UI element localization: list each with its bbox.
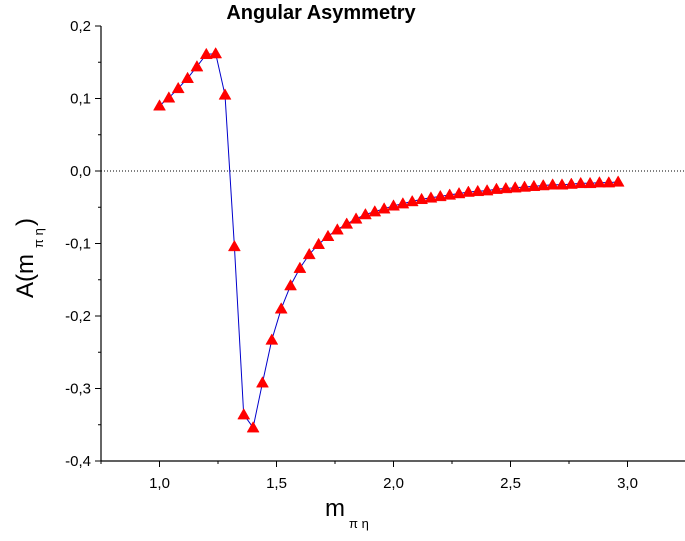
x-tick-label: 2,5 (500, 475, 521, 492)
x-tick-label: 1,5 (266, 475, 287, 492)
data-point-marker (330, 223, 344, 235)
data-point-marker (564, 177, 578, 189)
data-point-marker (490, 182, 503, 194)
series-line (159, 53, 619, 429)
data-point-marker (312, 237, 326, 249)
data-point-marker (209, 47, 223, 59)
y-tick-label: 0,0 (70, 163, 91, 180)
data-point-marker (274, 302, 288, 314)
data-point-marker (358, 207, 372, 220)
data-point-marker (480, 184, 494, 196)
data-point-marker (546, 178, 560, 190)
data-point-marker (592, 176, 606, 188)
data-point-marker (518, 180, 531, 192)
x-tick-label: 2,0 (383, 475, 404, 492)
data-point-marker (433, 189, 447, 202)
data-point-marker (237, 408, 251, 420)
data-point-marker (256, 376, 269, 388)
data-point-marker (153, 99, 166, 111)
y-tick-label: -0,1 (65, 236, 91, 253)
plot-frame (100, 26, 685, 462)
data-point-marker (246, 421, 260, 433)
data-point-marker (405, 194, 419, 207)
data-point-marker (284, 279, 297, 291)
y-tick-label: -0,2 (65, 308, 91, 325)
data-point-marker (396, 197, 410, 209)
data-point-marker (424, 191, 438, 203)
data-point-marker (265, 333, 279, 345)
data-point-marker (340, 217, 354, 229)
data-point-marker (181, 71, 195, 83)
data-point-marker (574, 176, 588, 189)
data-point-marker (443, 188, 457, 200)
y-axis-label-subscript: π η (31, 228, 46, 248)
data-point-marker (227, 239, 241, 252)
x-tick-label: 3,0 (617, 475, 638, 492)
y-tick-label: -0,4 (65, 453, 91, 470)
data-point-marker (199, 47, 213, 60)
data-point-marker (452, 186, 466, 199)
y-axis-label: A(m π η ) (12, 218, 46, 298)
y-axis-label-main: A(m (12, 254, 39, 298)
y-axis-label-close: ) (12, 218, 39, 226)
data-point-marker (527, 179, 541, 191)
data-point-marker (602, 176, 616, 188)
x-tick-label: 1,0 (149, 475, 170, 492)
x-axis-label: m π η (325, 495, 369, 531)
data-point-marker (387, 199, 400, 211)
y-tick-label: 0,1 (70, 91, 91, 108)
data-point-marker (555, 178, 569, 190)
data-point-marker (293, 261, 307, 273)
x-axis-ticks: 1,0 1,5 2,0 2,5 3,0 (100, 461, 638, 492)
data-point-marker (302, 247, 316, 260)
x-axis-label-subscript: π η (349, 516, 369, 531)
series-lines (159, 53, 619, 429)
data-point-marker (508, 181, 522, 193)
series-markers (153, 47, 625, 433)
data-point-marker (583, 176, 597, 189)
y-axis-ticks: -0,4 -0,3 -0,2 -0,1 0,0 0,1 0,2 (65, 18, 101, 470)
data-point-marker (499, 181, 513, 194)
chart-title: Angular Asymmetry (226, 2, 416, 24)
data-point-marker (461, 185, 475, 197)
data-point-marker (368, 205, 382, 217)
data-point-marker (218, 88, 232, 100)
data-point-marker (471, 184, 485, 197)
data-point-marker (415, 192, 429, 205)
data-point-marker (536, 178, 550, 191)
data-point-marker (611, 175, 625, 187)
y-tick-label: 0,2 (70, 18, 91, 35)
data-point-marker (349, 212, 363, 224)
x-axis-label-main: m (325, 495, 345, 522)
data-point-marker (171, 81, 185, 94)
data-point-marker (190, 60, 204, 72)
data-point-marker (377, 202, 391, 214)
y-tick-label: -0,3 (65, 381, 91, 398)
data-point-marker (321, 229, 335, 241)
data-point-marker (162, 91, 176, 103)
